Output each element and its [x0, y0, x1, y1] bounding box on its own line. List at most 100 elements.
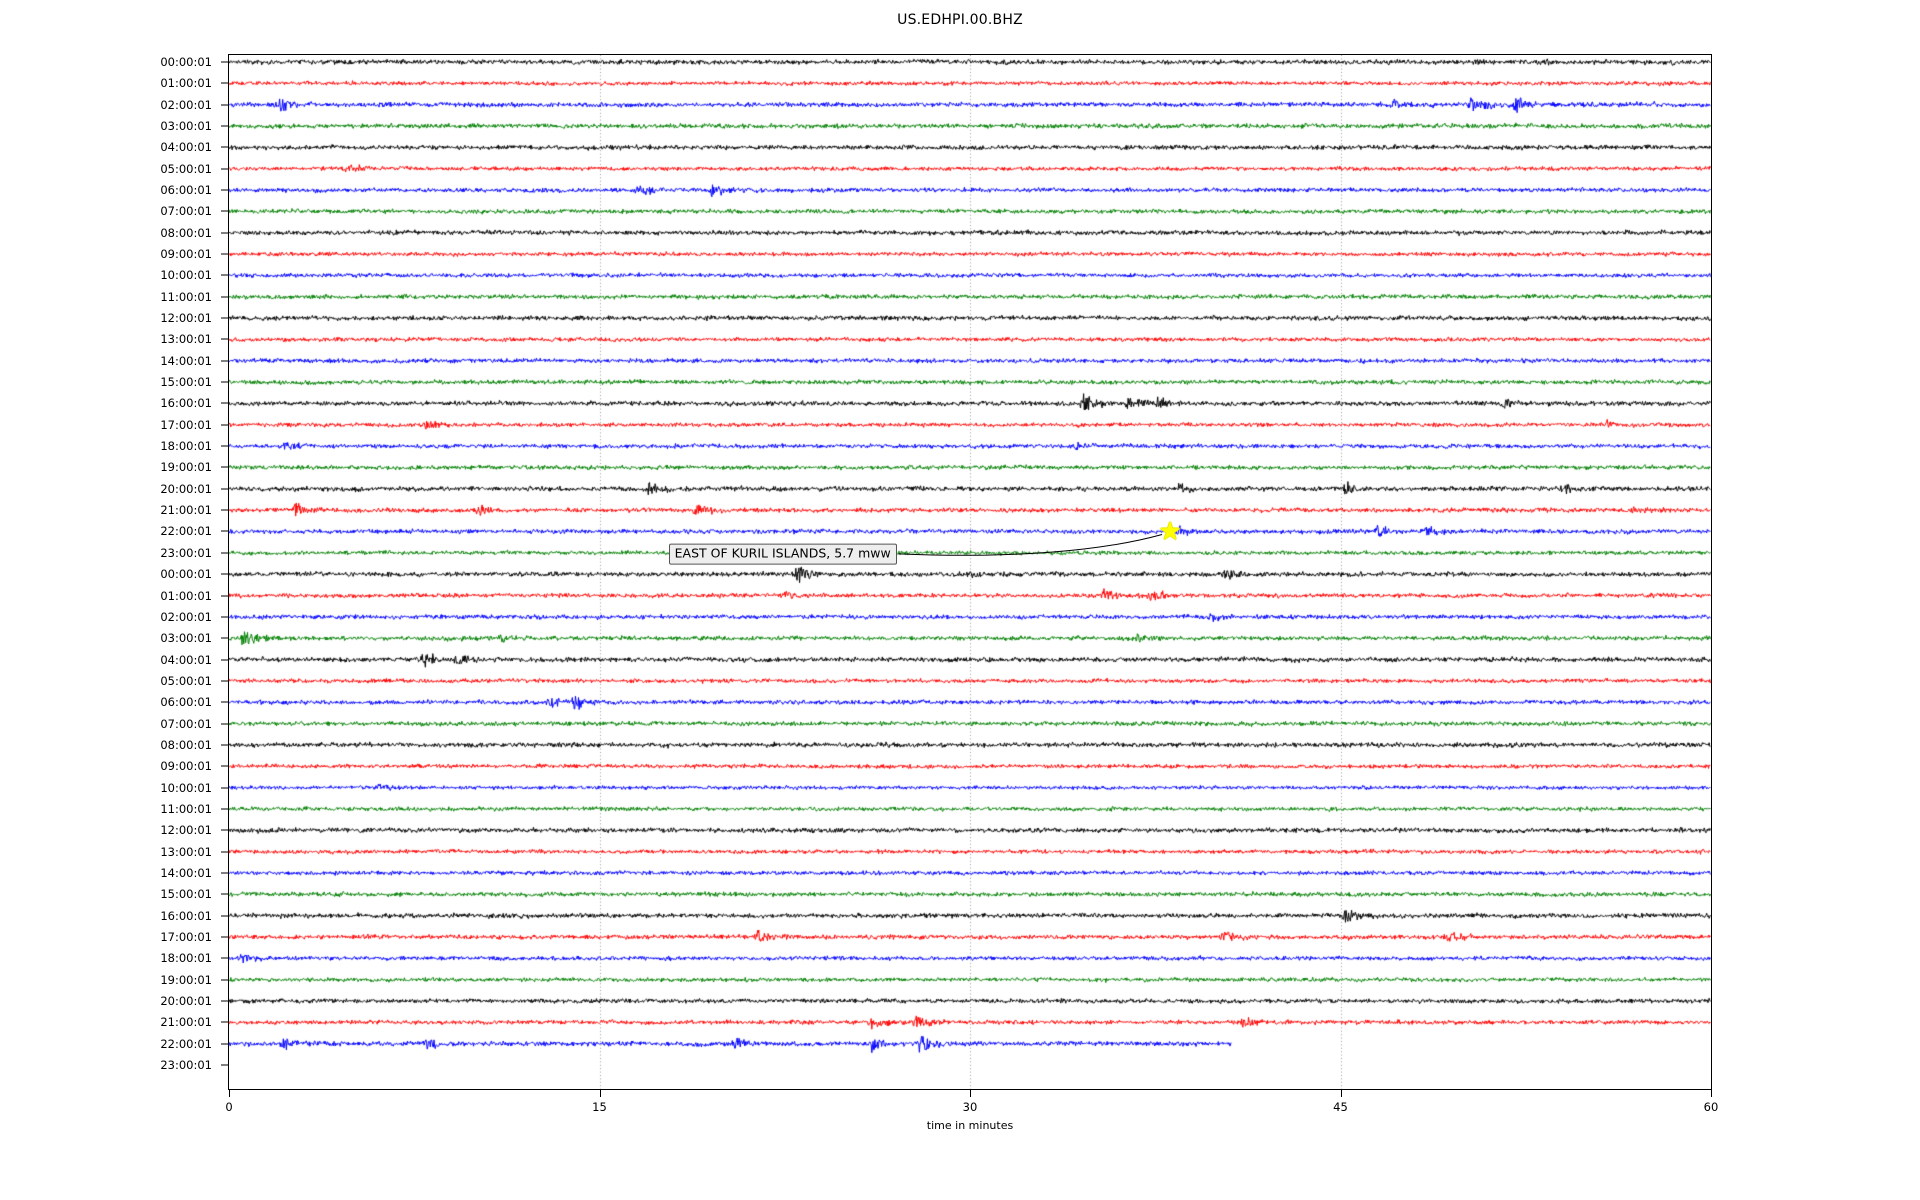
- y-tick-mark: [221, 915, 228, 917]
- y-tick-mark: [221, 296, 228, 298]
- y-tick-mark: [221, 509, 228, 511]
- y-tick-mark: [221, 466, 228, 468]
- y-tick-mark: [221, 936, 228, 938]
- y-tick-label-17: 17:00:01: [160, 417, 212, 432]
- event-annotation-label: EAST OF KURIL ISLANDS, 5.7 mww: [668, 543, 897, 565]
- y-tick-label-41: 17:00:01: [160, 929, 212, 944]
- y-tick-label-6: 06:00:01: [160, 183, 212, 198]
- y-tick-mark: [221, 808, 228, 810]
- y-tick-mark: [221, 210, 228, 212]
- y-tick-mark: [221, 381, 228, 383]
- page-title: US.EDHPI.00.BHZ: [897, 12, 1023, 28]
- y-tick-label-32: 08:00:01: [160, 737, 212, 752]
- y-tick-label-25: 01:00:01: [160, 588, 212, 603]
- y-tick-mark: [221, 851, 228, 853]
- y-tick-mark: [221, 253, 228, 255]
- y-tick-mark: [221, 232, 228, 234]
- y-tick-mark: [221, 957, 228, 959]
- y-tick-label-14: 14:00:01: [160, 353, 212, 368]
- y-tick-mark: [221, 552, 228, 554]
- y-tick-mark: [221, 680, 228, 682]
- x-tick-mark: [970, 1090, 971, 1097]
- y-tick-label-46: 22:00:01: [160, 1036, 212, 1051]
- x-axis: 0 15 30 45 60: [225, 1090, 1718, 1150]
- y-tick-mark: [221, 274, 228, 276]
- y-tick-mark: [221, 1000, 228, 1002]
- y-tick-mark: [221, 402, 228, 404]
- y-tick-label-1: 01:00:01: [160, 76, 212, 91]
- y-tick-label-20: 20:00:01: [160, 481, 212, 496]
- y-tick-mark: [221, 82, 228, 84]
- y-tick-mark: [221, 979, 228, 981]
- y-tick-mark: [221, 637, 228, 639]
- y-tick-label-26: 02:00:01: [160, 609, 212, 624]
- y-tick-mark: [221, 616, 228, 618]
- x-tick-label-30: 30: [962, 1100, 978, 1114]
- y-tick-label-27: 03:00:01: [160, 631, 212, 646]
- x-axis-label: time in minutes: [926, 1119, 1014, 1132]
- y-tick-label-36: 12:00:01: [160, 823, 212, 838]
- y-tick-mark: [221, 1021, 228, 1023]
- y-tick-mark: [221, 104, 228, 106]
- y-tick-label-18: 18:00:01: [160, 439, 212, 454]
- x-tick-label-45: 45: [1333, 1100, 1348, 1114]
- y-tick-mark: [221, 829, 228, 831]
- y-tick-label-44: 20:00:01: [160, 993, 212, 1008]
- y-tick-label-3: 03:00:01: [160, 119, 212, 134]
- y-axis: 00:00:01 01:00:01 02:00:01 03:00:01 04:00:01…: [0, 54, 228, 1090]
- y-tick-label-31: 07:00:01: [160, 716, 212, 731]
- y-tick-label-12: 12:00:01: [160, 311, 212, 326]
- plot-area[interactable]: ★ EAST OF KURIL ISLANDS, 5.7 mww: [228, 54, 1712, 1090]
- y-tick-label-38: 14:00:01: [160, 865, 212, 880]
- y-tick-mark: [221, 125, 228, 127]
- y-tick-label-28: 04:00:01: [160, 652, 212, 667]
- y-tick-label-29: 05:00:01: [160, 673, 212, 688]
- y-tick-mark: [221, 168, 228, 170]
- x-tick-label-60: 60: [1703, 1100, 1719, 1114]
- y-tick-mark: [221, 573, 228, 575]
- y-tick-mark: [221, 723, 228, 725]
- seismogram-traces: [229, 55, 1711, 1089]
- y-tick-mark: [221, 787, 228, 789]
- x-tick-mark: [599, 1090, 601, 1097]
- y-tick-label-22: 22:00:01: [160, 524, 212, 539]
- x-tick-mark: [1340, 1090, 1342, 1097]
- y-tick-label-30: 06:00:01: [160, 695, 212, 710]
- y-tick-label-5: 05:00:01: [160, 161, 212, 176]
- y-tick-mark: [221, 744, 228, 746]
- x-tick-label-0: 0: [225, 1100, 233, 1114]
- y-tick-mark: [221, 61, 228, 63]
- y-tick-label-34: 10:00:01: [160, 780, 212, 795]
- y-tick-label-35: 11:00:01: [160, 801, 212, 816]
- y-tick-label-37: 13:00:01: [160, 844, 212, 859]
- y-tick-mark: [221, 1064, 228, 1066]
- y-tick-label-33: 09:00:01: [160, 759, 212, 774]
- y-tick-mark: [221, 701, 228, 703]
- y-tick-label-15: 15:00:01: [160, 375, 212, 390]
- y-tick-mark: [221, 338, 228, 340]
- y-tick-mark: [221, 659, 228, 661]
- y-tick-label-39: 15:00:01: [160, 887, 212, 902]
- y-tick-mark: [221, 872, 228, 874]
- y-tick-label-7: 07:00:01: [160, 204, 212, 219]
- y-tick-label-24: 00:00:01: [160, 567, 212, 582]
- y-tick-mark: [221, 146, 228, 148]
- y-tick-label-47: 23:00:01: [160, 1058, 212, 1072]
- y-tick-mark: [221, 189, 228, 191]
- y-tick-mark: [221, 595, 228, 596]
- y-tick-label-40: 16:00:01: [160, 908, 212, 923]
- y-tick-mark: [221, 893, 228, 895]
- y-tick-label-19: 19:00:01: [160, 460, 212, 475]
- y-tick-mark: [221, 445, 228, 447]
- y-tick-label-13: 13:00:01: [160, 332, 212, 347]
- y-tick-label-10: 10:00:01: [160, 268, 212, 283]
- y-tick-label-45: 21:00:01: [160, 1015, 212, 1030]
- y-tick-mark: [221, 360, 228, 362]
- y-tick-mark: [221, 488, 228, 490]
- y-tick-label-9: 09:00:01: [160, 247, 212, 262]
- y-tick-label-11: 11:00:01: [160, 289, 212, 304]
- y-tick-mark: [221, 424, 228, 426]
- y-tick-label-43: 19:00:01: [160, 972, 212, 987]
- y-tick-label-16: 16:00:01: [160, 396, 212, 411]
